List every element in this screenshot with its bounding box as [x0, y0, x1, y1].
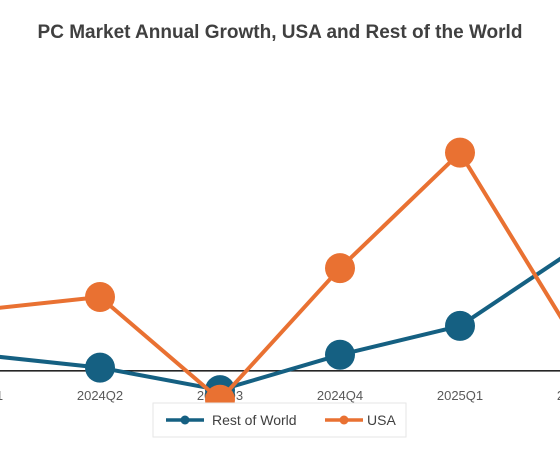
- data-point: [85, 282, 115, 313]
- chart-title: PC Market Annual Growth, USA and Rest of…: [38, 22, 523, 43]
- legend: Rest of World USA: [152, 402, 407, 438]
- legend-marker: [180, 415, 190, 425]
- data-point: [445, 137, 475, 168]
- x-tick-label: 2025Q1: [437, 388, 483, 403]
- x-tick-label: 2024Q4: [317, 388, 363, 403]
- legend-label: USA: [367, 412, 396, 428]
- plot-area: 2024Q12024Q22024Q32024Q42025Q12025Q2: [0, 137, 560, 415]
- x-tick-label: 2024Q2: [77, 388, 123, 403]
- legend-marker: [339, 415, 349, 425]
- legend-label: Rest of World: [212, 412, 297, 428]
- data-point: [85, 352, 115, 383]
- x-tick-label: 2024Q1: [0, 388, 3, 403]
- data-point: [445, 310, 475, 341]
- data-point: [325, 253, 355, 284]
- data-point: [325, 339, 355, 370]
- series-line-0: [0, 256, 560, 393]
- series-line-1: [0, 150, 560, 402]
- x-tick-label: 2025Q2: [557, 388, 560, 403]
